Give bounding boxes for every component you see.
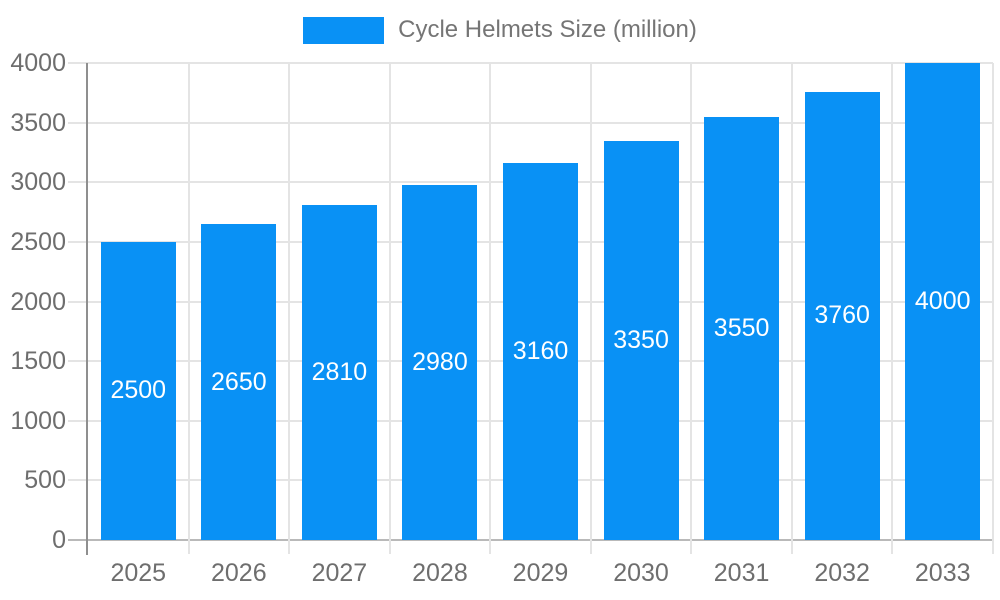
y-tick-label: 2000 bbox=[10, 287, 66, 316]
legend[interactable]: Cycle Helmets Size (million) bbox=[303, 16, 697, 44]
v-gridline bbox=[388, 63, 391, 554]
legend-label: Cycle Helmets Size (million) bbox=[398, 16, 697, 43]
y-tick-label: 2500 bbox=[10, 227, 66, 256]
v-gridline bbox=[891, 63, 894, 554]
bar-value-label: 2650 bbox=[211, 367, 267, 396]
x-tick-label: 2029 bbox=[512, 559, 569, 587]
x-tick-label: 2027 bbox=[311, 559, 368, 587]
bar-value-label: 2810 bbox=[311, 357, 368, 386]
legend-row: Cycle Helmets Size (million) bbox=[0, 16, 1000, 44]
x-tick-label: 2030 bbox=[613, 559, 669, 587]
bar-value-label: 2500 bbox=[110, 376, 167, 405]
bar-2029[interactable]: 3160 bbox=[503, 163, 578, 540]
v-gridline bbox=[992, 63, 994, 554]
bar-2026[interactable]: 2650 bbox=[201, 224, 277, 540]
bar-2031[interactable]: 3550 bbox=[704, 116, 780, 540]
x-tick-label: 2025 bbox=[110, 559, 167, 587]
v-gridline bbox=[187, 63, 190, 554]
x-tick-label: 2026 bbox=[211, 559, 267, 587]
x-tick-label: 2028 bbox=[412, 559, 468, 587]
y-tick-label: 1500 bbox=[10, 347, 66, 376]
h-gridline bbox=[68, 62, 993, 64]
legend-swatch bbox=[303, 16, 385, 44]
plot-area: 2500 2650 2810 2980 3160 3350 3550 3760 4000 bbox=[68, 62, 994, 555]
x-tick-label: 2031 bbox=[713, 559, 770, 587]
y-tick-label: 3000 bbox=[10, 168, 66, 197]
bar-2027[interactable]: 2810 bbox=[301, 204, 377, 540]
y-tick-label: 1000 bbox=[10, 406, 66, 435]
x-tick-label: 2033 bbox=[914, 559, 971, 587]
v-gridline bbox=[589, 63, 592, 554]
bar-value-label: 3350 bbox=[613, 325, 669, 354]
bar-value-label: 3160 bbox=[512, 337, 569, 366]
bar-2028[interactable]: 2980 bbox=[402, 184, 478, 540]
bar-value-label: 2980 bbox=[412, 347, 468, 376]
bar-2025[interactable]: 2500 bbox=[100, 241, 176, 540]
x-axis-baseline bbox=[68, 539, 993, 541]
v-gridline bbox=[790, 63, 793, 554]
y-axis-line bbox=[86, 63, 88, 555]
v-gridline bbox=[288, 63, 291, 554]
v-gridline bbox=[489, 63, 492, 554]
x-tick-label: 2032 bbox=[814, 559, 870, 587]
y-tick-label: 3500 bbox=[10, 108, 66, 137]
bar-2033[interactable]: 4000 bbox=[905, 63, 981, 540]
bar-value-label: 3760 bbox=[814, 301, 870, 330]
y-tick-label: 0 bbox=[52, 526, 66, 554]
h-gridline bbox=[68, 121, 993, 124]
y-tick-label: 4000 bbox=[10, 49, 66, 77]
bar-value-label: 4000 bbox=[914, 287, 971, 315]
bar-2032[interactable]: 3760 bbox=[804, 91, 880, 540]
y-tick-label: 500 bbox=[24, 466, 66, 495]
bar-value-label: 3550 bbox=[713, 313, 770, 342]
v-gridline bbox=[690, 63, 693, 554]
bar-2030[interactable]: 3350 bbox=[603, 140, 679, 540]
